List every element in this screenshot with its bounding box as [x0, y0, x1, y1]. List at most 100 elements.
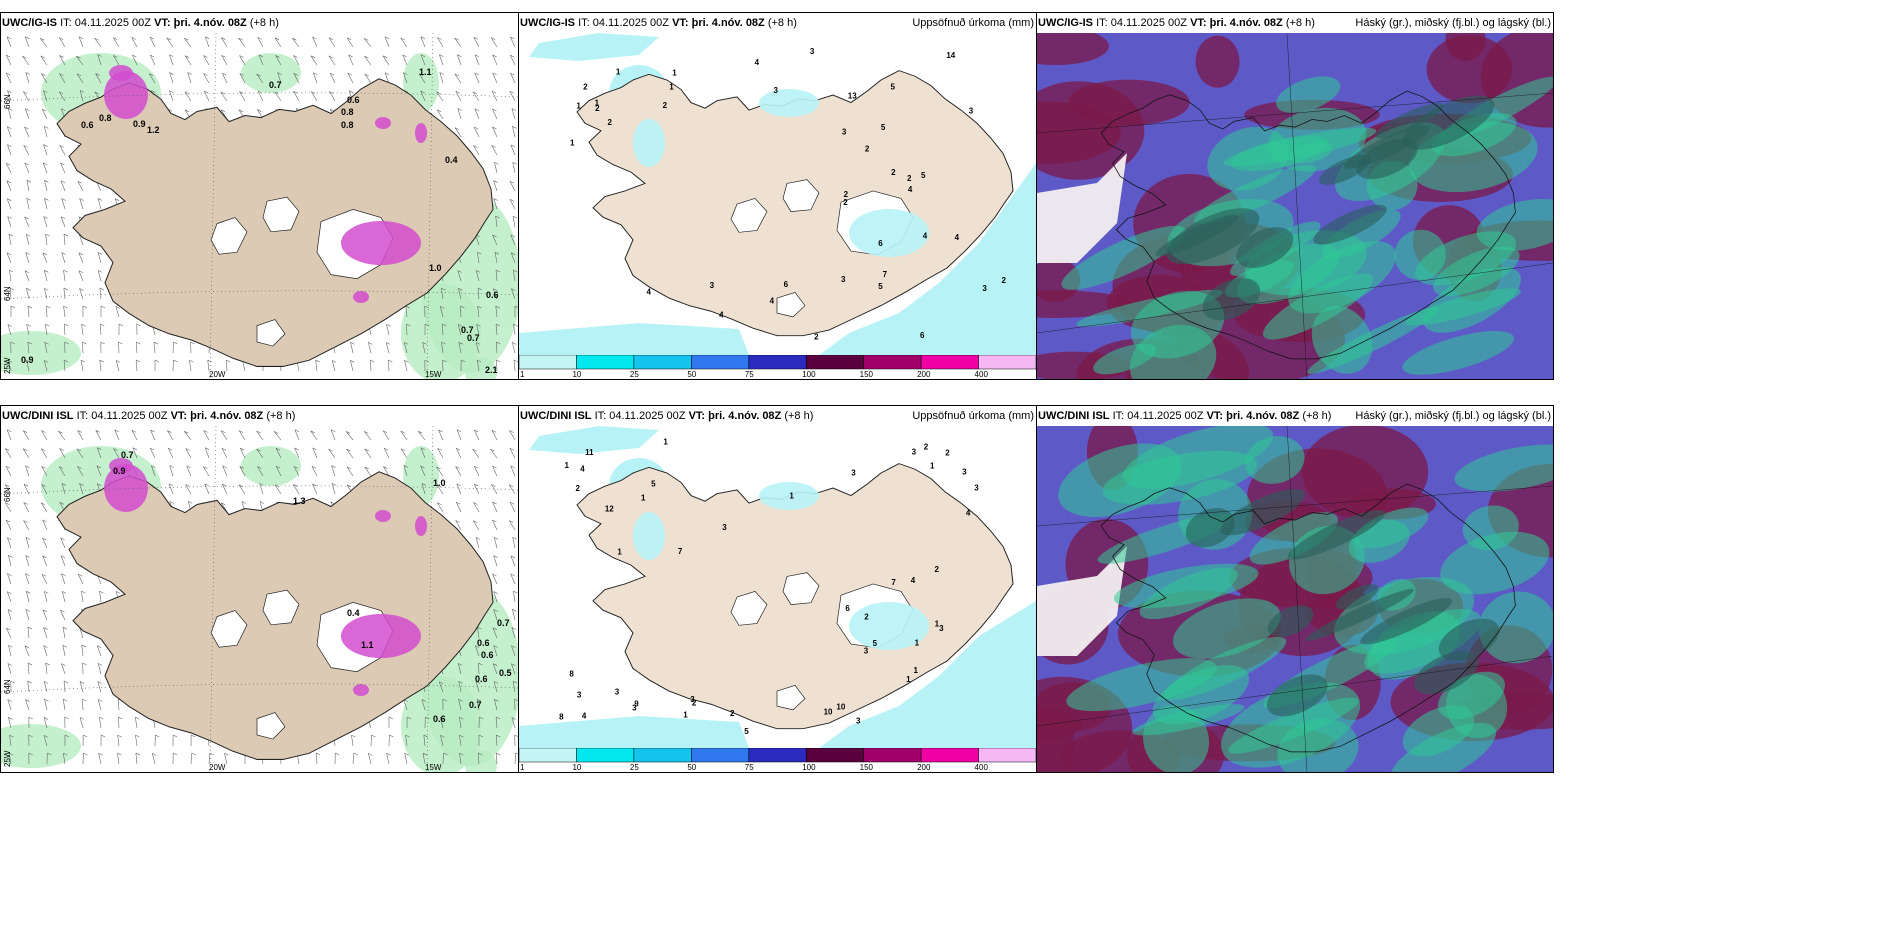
- wind-barb-flag: [511, 627, 516, 630]
- wind-value-label: 0.7: [269, 80, 282, 90]
- wind-barb-flag: [27, 680, 32, 684]
- wind-barb: [27, 342, 30, 354]
- wind-barb-flag: [402, 54, 407, 58]
- wind-barb: [436, 466, 444, 477]
- wind-barb-flag: [405, 734, 410, 738]
- wind-barb: [257, 91, 264, 102]
- wind-barb: [512, 162, 516, 174]
- wind-barb: [60, 537, 66, 549]
- wind-barb-flag: [204, 483, 209, 487]
- wind-barb-flag: [492, 519, 497, 523]
- wind-barb: [329, 72, 336, 84]
- wind-barb: [490, 448, 498, 459]
- wind-barb: [80, 360, 84, 372]
- vt-label: VT:: [154, 17, 171, 29]
- wind-barb-flag: [349, 90, 354, 93]
- wind-barb-flag: [6, 252, 12, 256]
- lead-time: (+8 h): [767, 17, 797, 29]
- high-wind-patch: [415, 516, 427, 536]
- init-time: 04.11.2025 00Z: [91, 410, 168, 422]
- wind-barb: [184, 37, 192, 48]
- wind-barb-flag: [186, 465, 191, 469]
- wind-barb: [346, 448, 354, 459]
- wind-barb-flag: [44, 180, 49, 183]
- wind-barb-flag: [328, 37, 334, 41]
- wind-barb-flag: [28, 716, 33, 720]
- wind-barb: [167, 447, 174, 459]
- wind-barb: [131, 37, 138, 48]
- wind-barb-flag: [47, 752, 52, 756]
- wind-barb-flag: [114, 198, 120, 201]
- wind-barb-flag: [312, 36, 317, 40]
- wind-barb: [257, 37, 264, 48]
- clear-sky: [1037, 546, 1127, 656]
- precip-value-label: 5: [891, 83, 896, 92]
- cloud-overlap: [1202, 278, 1261, 321]
- wind-barb: [385, 342, 390, 354]
- precip-value-label: 10: [836, 702, 845, 711]
- cloud-high-patch: [1445, 33, 1486, 61]
- wind-barb-flag: [513, 323, 518, 327]
- wind-barb: [44, 288, 48, 300]
- wind-barb-flag: [346, 37, 352, 41]
- precip-value-label: 13: [848, 92, 857, 101]
- precip-value-label: 2: [1001, 276, 1006, 285]
- wind-value-label: 0.6: [81, 120, 94, 130]
- wind-barb-flag: [472, 91, 477, 95]
- colorbar-swatch: [920, 355, 979, 370]
- wind-barb-flag: [473, 520, 478, 523]
- glacier: [730, 591, 768, 626]
- wind-barb: [203, 430, 210, 441]
- precip-value-label: 1: [930, 461, 935, 470]
- wind-barb-flag: [100, 341, 105, 345]
- wind-barb: [172, 341, 174, 354]
- wind-barb-flag: [6, 627, 11, 631]
- precip-value-label: 1: [565, 461, 570, 470]
- precip-value-label: 2: [924, 442, 929, 451]
- wind-barb-flag: [5, 484, 10, 487]
- wind-value-label: 0.7: [121, 450, 134, 460]
- wind-barb-flag: [6, 54, 11, 58]
- wind-barb: [492, 465, 498, 477]
- wind-barb-flag: [205, 447, 210, 450]
- wind-barb-flag: [113, 37, 118, 40]
- cloud-low-patch: [1236, 243, 1340, 305]
- wind-barb-flag: [386, 324, 391, 327]
- wind-barb-flag: [8, 717, 13, 720]
- wind-barb-flag: [384, 447, 389, 451]
- wind-barb-flag: [26, 234, 31, 237]
- wind-barb-flag: [9, 734, 14, 738]
- wind-barb-flag: [64, 734, 70, 738]
- wind-barb: [345, 431, 354, 441]
- wind-barb: [45, 234, 48, 246]
- colorbar-swatch: [633, 748, 692, 763]
- colorbar-swatch: [748, 748, 807, 763]
- lead-time: (+8 h): [266, 410, 296, 422]
- glacier: [776, 685, 806, 711]
- lon-tick-label: 15W: [425, 763, 442, 772]
- wind-barb: [44, 699, 48, 711]
- wind-barb: [43, 90, 48, 102]
- wind-barb: [63, 324, 66, 336]
- wind-barb: [203, 90, 210, 102]
- wind-barb-flag: [98, 663, 103, 666]
- high-wind-patch: [375, 510, 391, 522]
- wind-barb: [492, 519, 498, 531]
- wind-barb: [440, 288, 444, 300]
- panel-header: UWC/IG-IS IT: 04.11.2025 00Z VT: þri. 4.…: [519, 13, 1036, 33]
- precip-area: [529, 426, 659, 454]
- wind-barb-flag: [406, 323, 411, 327]
- wind-barb: [98, 753, 102, 765]
- precip-value-label: 4: [966, 508, 971, 517]
- wind-barb-flag: [477, 251, 482, 255]
- wind-barb-flag: [258, 54, 264, 58]
- high-wind-patch: [104, 464, 148, 512]
- it-label: IT:: [594, 410, 607, 422]
- meridian: [209, 426, 217, 772]
- wind-barb-flag: [277, 72, 282, 75]
- wind-barb-flag: [438, 681, 444, 684]
- wind-barb: [207, 360, 210, 372]
- wind-barb-flag: [509, 448, 514, 451]
- cloud-low-patch: [1405, 288, 1521, 326]
- wind-barb: [472, 91, 480, 102]
